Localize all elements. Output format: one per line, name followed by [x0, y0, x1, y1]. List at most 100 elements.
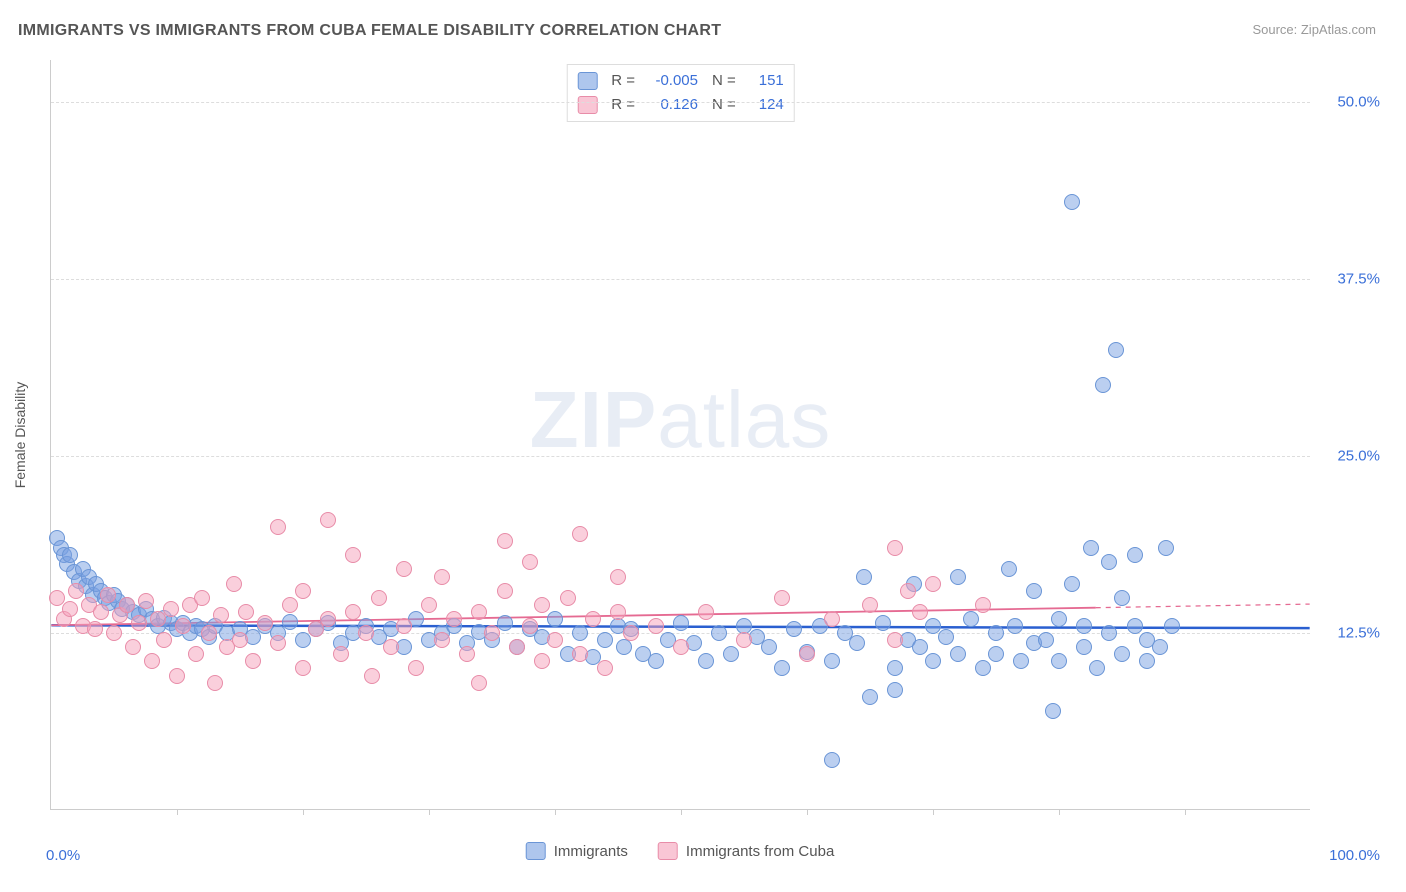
legend-swatch	[526, 842, 546, 860]
scatter-point	[900, 583, 916, 599]
stat-n-label: N =	[712, 93, 736, 117]
x-tick-mark	[177, 809, 178, 815]
scatter-point	[106, 625, 122, 641]
scatter-point	[333, 646, 349, 662]
scatter-point	[875, 615, 891, 631]
scatter-point	[824, 653, 840, 669]
scatter-point	[1101, 554, 1117, 570]
scatter-point	[975, 597, 991, 613]
scatter-point	[534, 653, 550, 669]
scatter-point	[1127, 547, 1143, 563]
scatter-point	[509, 639, 525, 655]
scatter-point	[1076, 618, 1092, 634]
stat-r-label: R =	[611, 69, 635, 93]
scatter-point	[100, 587, 116, 603]
scatter-point	[188, 646, 204, 662]
scatter-point	[345, 604, 361, 620]
bottom-legend-item: Immigrants	[526, 842, 628, 860]
scatter-point	[421, 597, 437, 613]
scatter-point	[534, 597, 550, 613]
bottom-legend: Immigrants Immigrants from Cuba	[526, 842, 835, 860]
scatter-point	[1127, 618, 1143, 634]
scatter-point	[471, 675, 487, 691]
scatter-point	[597, 660, 613, 676]
scatter-point	[774, 590, 790, 606]
scatter-point	[459, 646, 475, 662]
trend-line-dashed	[1096, 604, 1310, 608]
scatter-point	[282, 614, 298, 630]
scatter-point	[194, 590, 210, 606]
x-tick-mark	[1059, 809, 1060, 815]
legend-swatch	[577, 72, 597, 90]
x-tick-mark	[303, 809, 304, 815]
x-tick-mark	[555, 809, 556, 815]
scatter-point	[988, 625, 1004, 641]
scatter-point	[824, 752, 840, 768]
x-tick-label: 0.0%	[46, 847, 80, 864]
scatter-point	[156, 632, 172, 648]
scatter-point	[396, 561, 412, 577]
scatter-point	[144, 653, 160, 669]
scatter-point	[572, 625, 588, 641]
scatter-point	[824, 611, 840, 627]
scatter-point	[572, 526, 588, 542]
scatter-point	[434, 569, 450, 585]
scatter-point	[320, 512, 336, 528]
scatter-point	[1064, 194, 1080, 210]
scatter-point	[1076, 639, 1092, 655]
scatter-point	[648, 653, 664, 669]
scatter-point	[1051, 611, 1067, 627]
x-tick-label: 100.0%	[1329, 847, 1380, 864]
bottom-legend-label: Immigrants from Cuba	[686, 843, 834, 860]
scatter-point	[1114, 646, 1130, 662]
scatter-point	[138, 593, 154, 609]
scatter-point	[887, 660, 903, 676]
scatter-point	[471, 604, 487, 620]
scatter-point	[1108, 342, 1124, 358]
stat-r-value: -0.005	[643, 69, 698, 93]
x-tick-mark	[807, 809, 808, 815]
scatter-point	[1152, 639, 1168, 655]
scatter-point	[547, 632, 563, 648]
scatter-point	[950, 569, 966, 585]
chart-title: IMMIGRANTS VS IMMIGRANTS FROM CUBA FEMAL…	[18, 22, 721, 40]
chart-area: ZIPatlas R =-0.005N =151R =0.126N =124 1…	[50, 60, 1310, 810]
scatter-point	[988, 646, 1004, 662]
scatter-point	[1158, 540, 1174, 556]
scatter-point	[1038, 632, 1054, 648]
scatter-point	[761, 639, 777, 655]
scatter-point	[1114, 590, 1130, 606]
scatter-point	[295, 632, 311, 648]
stat-n-value: 151	[744, 69, 784, 93]
source-attribution: Source: ZipAtlas.com	[1252, 22, 1376, 37]
scatter-point	[1139, 653, 1155, 669]
stat-legend-box: R =-0.005N =151R =0.126N =124	[566, 64, 795, 122]
scatter-point	[1095, 377, 1111, 393]
scatter-point	[1064, 576, 1080, 592]
grid-line	[51, 279, 1310, 280]
scatter-point	[616, 639, 632, 655]
scatter-point	[862, 597, 878, 613]
scatter-point	[799, 646, 815, 662]
scatter-point	[1051, 653, 1067, 669]
bottom-legend-label: Immigrants	[554, 843, 628, 860]
stat-n-label: N =	[712, 69, 736, 93]
scatter-point	[887, 540, 903, 556]
scatter-point	[925, 653, 941, 669]
scatter-point	[887, 682, 903, 698]
scatter-point	[270, 635, 286, 651]
y-axis-title: Female Disability	[12, 382, 28, 489]
scatter-point	[975, 660, 991, 676]
scatter-point	[131, 615, 147, 631]
scatter-point	[358, 625, 374, 641]
scatter-point	[226, 576, 242, 592]
y-tick-label: 25.0%	[1337, 448, 1380, 465]
scatter-point	[1007, 618, 1023, 634]
scatter-point	[774, 660, 790, 676]
scatter-point	[585, 611, 601, 627]
scatter-point	[912, 639, 928, 655]
scatter-point	[295, 583, 311, 599]
scatter-point	[1101, 625, 1117, 641]
scatter-point	[1013, 653, 1029, 669]
scatter-point	[623, 625, 639, 641]
